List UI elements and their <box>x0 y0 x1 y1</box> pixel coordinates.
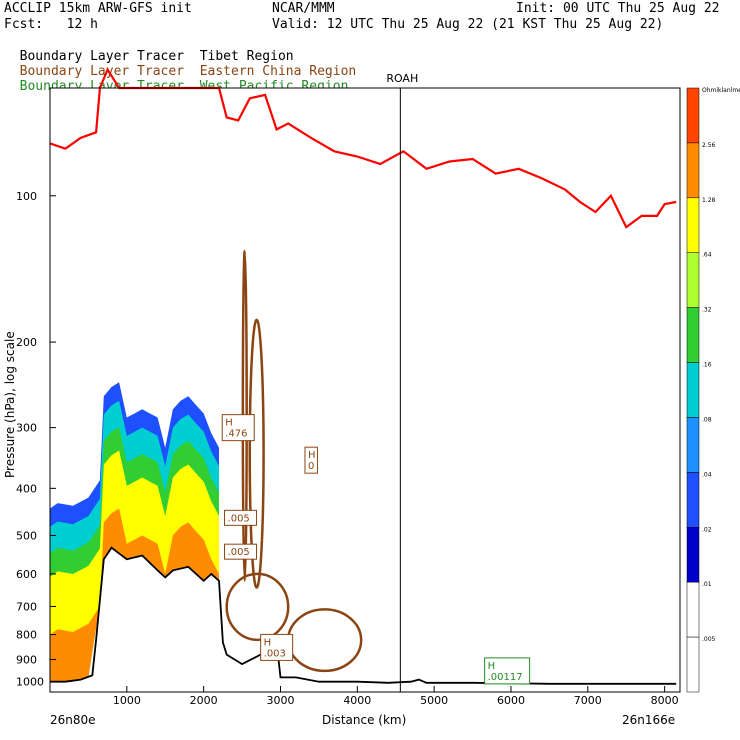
colorbar-level-4: .32 <box>702 307 712 314</box>
header-init: Init: 00 UTC Thu 25 Aug 22 <box>516 1 720 16</box>
x-tick-label-2000: 2000 <box>190 694 218 707</box>
tracer-fill-orange <box>50 508 219 682</box>
tracer-line-eastern-china: Boundary Layer Tracer Eastern China Regi… <box>4 51 357 79</box>
x-tick-label-7000: 7000 <box>574 694 602 707</box>
colorbar-swatch-4 <box>686 307 700 363</box>
contour-label-text-0-0: H <box>225 418 233 429</box>
colorbar-swatch-8 <box>686 527 700 583</box>
colorbar-swatch-7 <box>686 472 700 528</box>
station-label: ROAH <box>386 72 418 85</box>
colorbar-level-9: .01 <box>702 581 712 588</box>
tracer-line-tibet: Boundary Layer Tracer Tibet Region <box>4 36 294 64</box>
contour-label-box-1 <box>304 446 318 474</box>
colorbar-level-10: .005 <box>702 636 716 643</box>
tropopause-line <box>49 67 677 229</box>
y-tick-label-200: 200 <box>16 336 37 349</box>
colorbar: Ohmiklanlme 2.56 1.28 .64 .32 .16 .08 .04 .02 .01… <box>686 87 740 693</box>
plot-frame <box>49 87 681 693</box>
tibet-tracer-fill-layer <box>50 382 219 682</box>
contour-label-text-5-1: .00117 <box>488 672 523 683</box>
x-tick-label-4000: 4000 <box>343 694 371 707</box>
colorbar-swatch-10 <box>686 636 700 693</box>
contour-label-box-3 <box>224 543 258 560</box>
colorbar-swatch-5 <box>686 362 700 418</box>
colorbar-level-0: Ohmiklanlme <box>702 87 740 94</box>
right-endpoint-label: 26n166e <box>622 713 675 727</box>
y-tick-label-700: 700 <box>16 600 37 613</box>
colorbar-swatch-1 <box>686 142 700 199</box>
colorbar-swatch-9 <box>686 581 700 638</box>
colorbar-swatch-2 <box>686 197 700 253</box>
terrain-line <box>50 546 677 685</box>
y-tick-label-800: 800 <box>16 629 37 642</box>
contour-label-text-3-0: .005 <box>228 547 250 558</box>
plot-area <box>50 88 680 692</box>
tropopause-layer <box>49 67 677 229</box>
contour-label-text-4-0: H <box>264 637 272 648</box>
colorbar-level-7: .04 <box>702 471 712 478</box>
contour-label-box-0 <box>221 414 255 442</box>
y-tick-label-400: 400 <box>16 482 37 495</box>
contour-label-text-2-0: .005 <box>228 513 250 524</box>
contour-label-text-5-0: H <box>488 661 496 672</box>
contour-label-box-4 <box>260 633 294 661</box>
contour-label-text-1-0: H <box>308 450 316 461</box>
colorbar-level-6: .08 <box>702 416 712 423</box>
terrain-layer <box>50 546 677 685</box>
colorbar-swatch-6 <box>686 417 700 473</box>
header-model: ACCLIP 15km ARW-GFS init <box>4 1 192 16</box>
y-tick-label-300: 300 <box>16 422 37 435</box>
y-tick-label-500: 500 <box>16 529 37 542</box>
contour-label-text-0-1: .476 <box>225 429 247 440</box>
header-org: NCAR/MMM <box>272 1 335 16</box>
colorbar-level-2: 1.28 <box>702 197 716 204</box>
contour-label-box-5 <box>484 657 531 685</box>
colorbar-level-8: .02 <box>702 526 712 533</box>
header-fcst: Fcst: 12 h <box>4 17 98 32</box>
x-tick-label-3000: 3000 <box>266 694 294 707</box>
y-tick-label-100: 100 <box>16 190 37 203</box>
contour-ec-lower <box>225 572 290 642</box>
y-axis-label: Pressure (hPa), log scale <box>3 331 17 478</box>
tracer-region-tibet: Tibet Region <box>199 49 294 64</box>
station-marker-layer: ROAH <box>386 72 418 692</box>
x-tick-label-1000: 1000 <box>113 694 141 707</box>
x-axis-label: Distance (km) <box>322 713 406 727</box>
tracer-region-eastern-china: Eastern China Region <box>199 64 357 79</box>
tracer-prefix: Boundary Layer Tracer <box>19 49 185 64</box>
contour-ec-mid <box>248 318 265 589</box>
x-tick-label-8000: 8000 <box>651 694 679 707</box>
y-tick-label-1000: 1000 <box>16 676 44 689</box>
colorbar-level-5: .16 <box>702 362 712 369</box>
colorbar-swatch-0 <box>686 87 700 144</box>
header-valid: Valid: 12 UTC Thu 25 Aug 22 (21 KST Thu … <box>272 17 664 32</box>
colorbar-level-1: 2.56 <box>702 142 716 149</box>
colorbar-level-3: .64 <box>702 252 712 259</box>
y-tick-label-600: 600 <box>16 568 37 581</box>
y-tick-label-900: 900 <box>16 653 37 666</box>
left-endpoint-label: 26n80e <box>50 713 96 727</box>
contour-label-box-2 <box>224 509 258 526</box>
x-tick-label-6000: 6000 <box>497 694 525 707</box>
contour-label-text-1-1: 0 <box>308 461 314 472</box>
axis-ticks: 1000 2000 3000 4000 5000 6000 7000 800010020030… <box>16 190 679 707</box>
x-tick-label-5000: 5000 <box>420 694 448 707</box>
contour-label-text-4-1: .003 <box>264 648 286 659</box>
colorbar-swatch-3 <box>686 252 700 308</box>
